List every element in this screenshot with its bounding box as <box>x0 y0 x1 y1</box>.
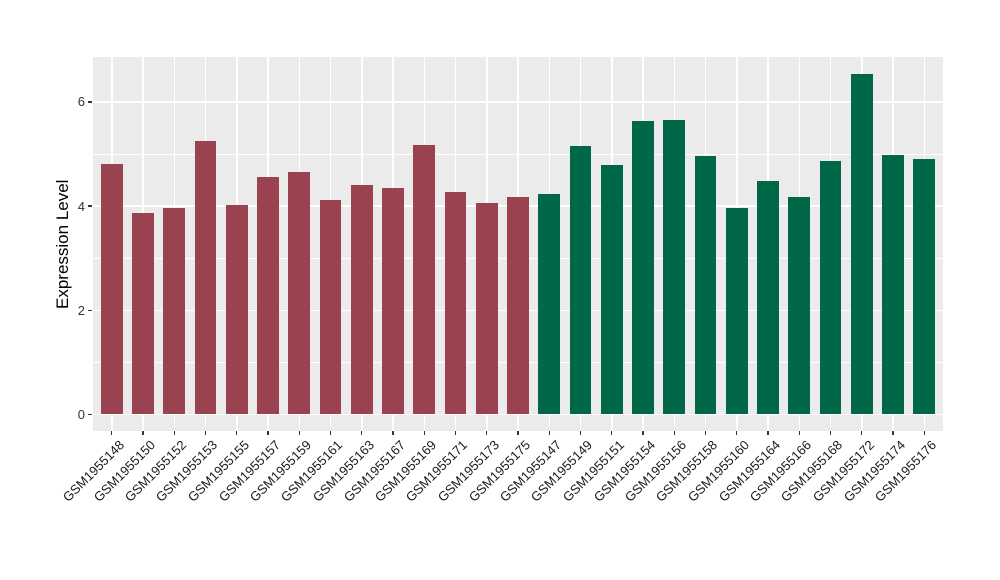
x-tick-mark <box>454 431 457 435</box>
bar-GSM1955161 <box>319 199 342 415</box>
bar-GSM1955153 <box>194 141 217 415</box>
x-tick-mark <box>173 431 175 435</box>
x-tick-mark <box>736 431 738 435</box>
x-tick-mark <box>579 431 582 435</box>
bar-GSM1955171 <box>444 191 467 415</box>
x-tick-mark <box>517 431 519 435</box>
x-tick-mark <box>298 431 300 435</box>
bar-GSM1955154 <box>632 121 654 415</box>
y-tick-mark <box>88 101 92 103</box>
x-tick-mark <box>611 431 613 435</box>
bar-GSM1955158 <box>694 156 717 415</box>
bar-GSM1955147 <box>538 194 561 415</box>
bar-GSM1955175 <box>507 196 529 415</box>
x-tick-mark <box>642 431 644 435</box>
bar-GSM1955167 <box>382 187 404 415</box>
bar-GSM1955173 <box>475 202 498 415</box>
bar-GSM1955174 <box>882 155 904 415</box>
plot-panel <box>93 57 943 431</box>
x-tick-mark <box>892 431 894 435</box>
bar-GSM1955149 <box>569 145 592 415</box>
x-tick-mark <box>329 431 332 435</box>
x-tick-mark <box>548 431 550 435</box>
x-tick-mark <box>392 431 394 435</box>
bar-GSM1955163 <box>350 184 373 415</box>
y-tick-label: 2 <box>77 302 85 318</box>
x-tick-mark <box>767 431 769 435</box>
gridline-major <box>93 101 943 103</box>
bar-GSM1955169 <box>413 145 436 415</box>
bar-GSM1955150 <box>132 213 154 415</box>
x-tick-mark <box>204 431 207 435</box>
bar-GSM1955155 <box>225 205 248 415</box>
x-tick-mark <box>798 431 800 435</box>
x-tick-mark <box>142 431 144 435</box>
bar-GSM1955160 <box>725 207 748 415</box>
bar-GSM1955156 <box>663 120 686 415</box>
x-tick-mark <box>236 431 238 435</box>
x-tick-mark <box>111 431 113 435</box>
bar-GSM1955152 <box>163 207 186 415</box>
y-tick-label: 6 <box>77 94 85 110</box>
bar-GSM1955159 <box>288 172 311 415</box>
bar-GSM1955166 <box>788 196 811 415</box>
x-tick-mark <box>861 431 863 435</box>
bar-GSM1955164 <box>757 180 779 415</box>
bar-GSM1955172 <box>850 73 873 415</box>
x-tick-mark <box>361 431 363 435</box>
gridline-minor <box>93 154 943 155</box>
bar-GSM1955176 <box>913 159 936 415</box>
y-tick-mark <box>88 413 92 416</box>
y-tick-mark <box>88 205 92 207</box>
bar-GSM1955151 <box>600 165 623 415</box>
x-tick-mark <box>704 431 707 435</box>
bar-GSM1955157 <box>257 176 279 415</box>
x-tick-mark <box>423 431 425 435</box>
x-tick-mark <box>486 431 488 435</box>
x-tick-mark <box>923 431 925 435</box>
x-tick-mark <box>829 431 832 435</box>
x-tick-mark <box>267 431 269 435</box>
y-tick-label: 4 <box>77 198 85 214</box>
x-tick-mark <box>673 431 675 435</box>
y-axis-title: Expression Level <box>53 179 72 309</box>
y-tick-label: 0 <box>77 407 85 422</box>
bar-GSM1955148 <box>100 163 123 415</box>
y-tick-mark <box>88 309 92 311</box>
gridline-major <box>93 413 943 416</box>
bar-GSM1955168 <box>819 160 842 415</box>
